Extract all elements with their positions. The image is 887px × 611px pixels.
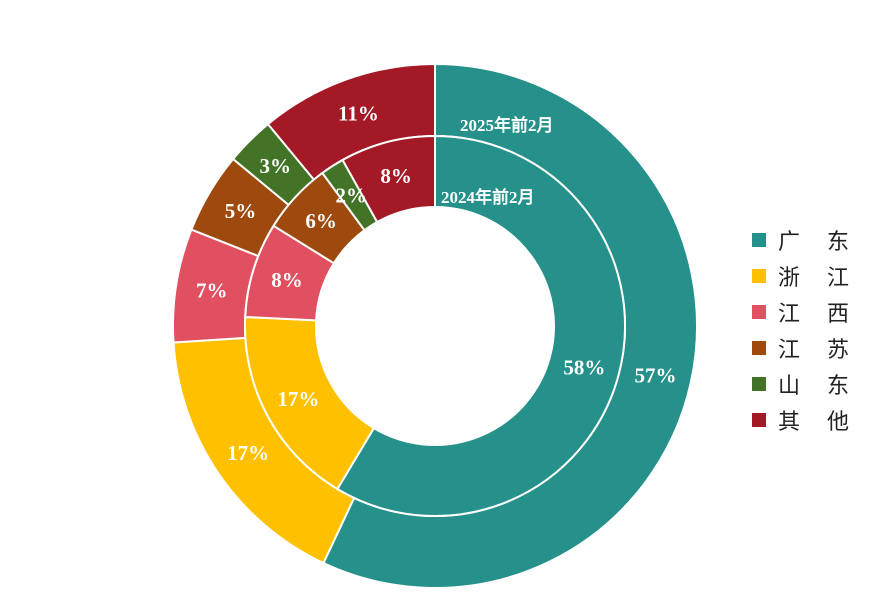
legend-label: 山 东: [778, 374, 859, 399]
legend-item-jiangxi: 江 西: [752, 294, 859, 330]
legend-label: 广 东: [778, 230, 859, 255]
inner-label-other: 8%: [380, 164, 412, 188]
inner-label-jiangxi: 8%: [271, 268, 303, 292]
legend-swatch: [752, 341, 766, 355]
outer-label-jiangxi: 7%: [196, 279, 228, 303]
legend-item-guangdong: 广 东: [752, 222, 859, 258]
outer-ring-labels: 57% 17% 7% 5%3% 11%: [196, 101, 677, 465]
legend-swatch: [752, 377, 766, 391]
legend-swatch: [752, 305, 766, 319]
legend-swatch: [752, 233, 766, 247]
outer-ring-name: 2025年前2月: [460, 115, 554, 135]
legend-item-jiangsu: 江 苏: [752, 330, 859, 366]
legend-label: 江 苏: [778, 338, 859, 363]
legend-swatch: [752, 413, 766, 427]
inner-ring-labels: 58% 17% 8% 6%2% 8%: [271, 164, 605, 411]
outer-label-zhejiang: 17%: [227, 441, 269, 465]
inner-label-guangdong: 58%: [563, 355, 605, 379]
legend: 广 东 浙 江 江 西 江 苏 山 东 其 他: [752, 222, 859, 438]
inner-slice-guangdong: [336, 134, 626, 517]
inner-label-shandong: 2%: [335, 184, 367, 208]
legend-label: 浙 江: [778, 266, 859, 291]
outer-label-other: 11%: [338, 101, 379, 125]
outer-label-shandong: 3%: [259, 154, 291, 178]
outer-label-jiangsu: 5%: [225, 199, 257, 223]
legend-swatch: [752, 269, 766, 283]
inner-ring-name: 2024年前2月: [441, 187, 535, 207]
legend-label: 其 他: [778, 410, 859, 435]
inner-ring: [244, 134, 626, 517]
legend-item-shandong: 山 东: [752, 366, 859, 402]
inner-slice-other: [341, 134, 436, 224]
outer-label-guangdong: 57%: [635, 363, 677, 387]
inner-label-jiangsu: 6%: [305, 209, 337, 233]
legend-item-other: 其 他: [752, 402, 859, 438]
legend-label: 江 西: [778, 302, 859, 327]
inner-label-zhejiang: 17%: [277, 387, 319, 411]
legend-item-zhejiang: 浙 江: [752, 258, 859, 294]
